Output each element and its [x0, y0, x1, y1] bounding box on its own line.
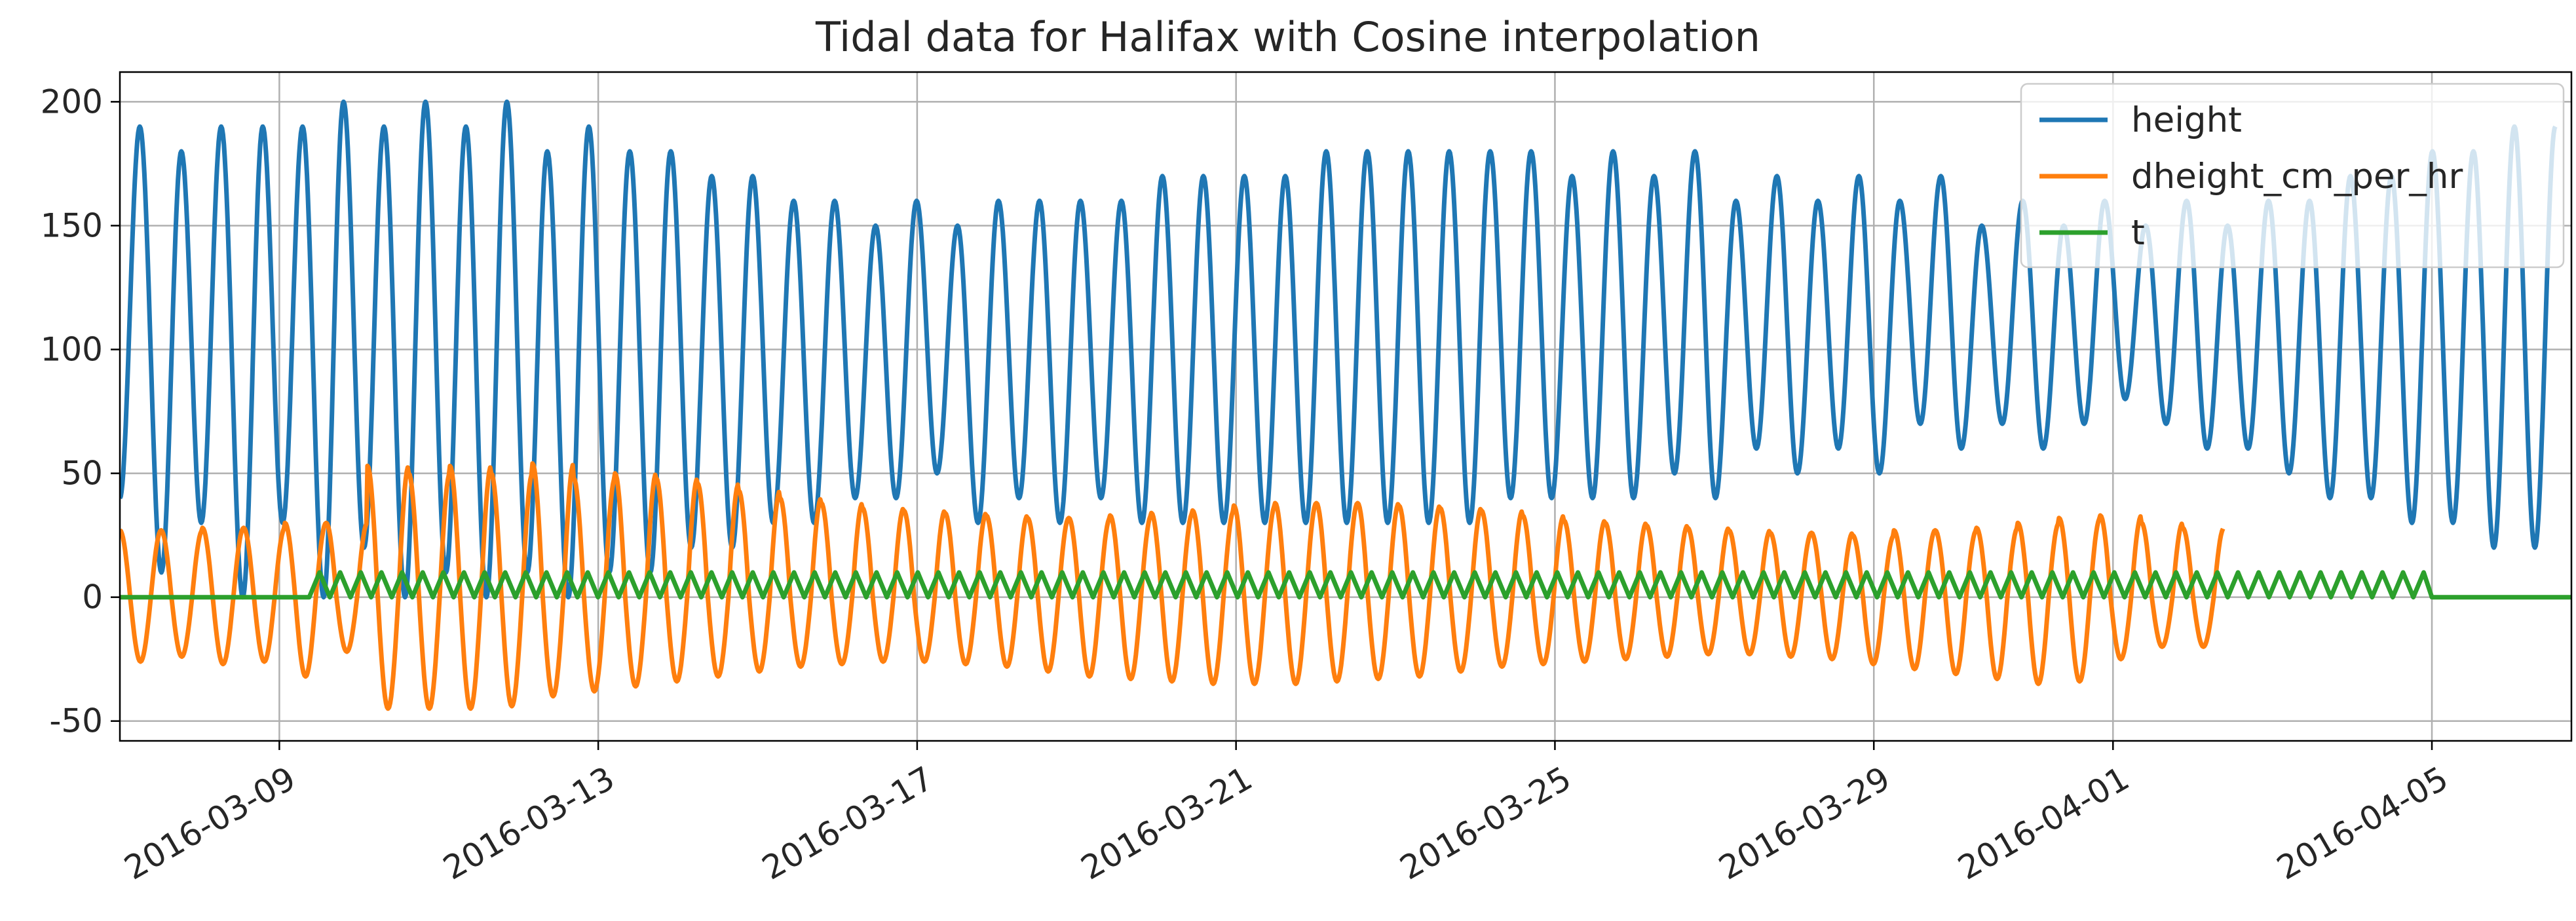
- y-tick-label: 50: [61, 455, 103, 493]
- series-line-t: [120, 570, 2571, 600]
- y-tick-label: 200: [41, 83, 103, 121]
- y-tick-label: 0: [82, 578, 103, 616]
- y-tick-label: 100: [41, 331, 103, 369]
- y-tick-label: -50: [49, 702, 103, 740]
- legend-label-1: dheight_cm_per_hr: [2131, 157, 2463, 197]
- chart-title: Tidal data for Halifax with Cosine inter…: [815, 13, 1760, 61]
- legend-label-0: height: [2131, 100, 2242, 140]
- y-tick-label: 150: [41, 206, 103, 244]
- plot-frame: [119, 71, 2573, 742]
- series-line-dheight: [120, 461, 2226, 711]
- grid-lines: [120, 72, 2571, 741]
- legend: height dheight_cm_per_hrt: [2020, 83, 2565, 269]
- legend-label-2: t: [2131, 213, 2145, 253]
- legend-box: [2020, 83, 2565, 269]
